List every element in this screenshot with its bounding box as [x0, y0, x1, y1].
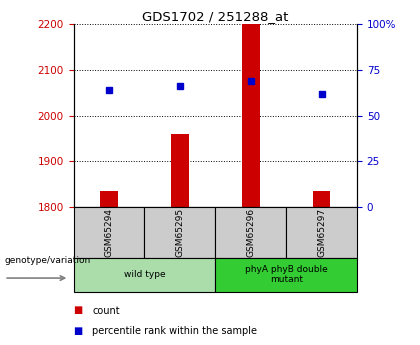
- Bar: [313, 191, 331, 207]
- Text: wild type: wild type: [123, 270, 165, 279]
- Bar: [74, 207, 144, 258]
- Bar: [215, 258, 357, 292]
- Bar: [242, 24, 260, 207]
- Bar: [74, 258, 215, 292]
- Text: count: count: [92, 306, 120, 315]
- Text: GSM65297: GSM65297: [317, 208, 326, 257]
- Text: genotype/variation: genotype/variation: [4, 256, 90, 265]
- Bar: [144, 207, 215, 258]
- Title: GDS1702 / 251288_at: GDS1702 / 251288_at: [142, 10, 289, 23]
- Bar: [215, 207, 286, 258]
- Text: GSM65296: GSM65296: [246, 208, 255, 257]
- Text: percentile rank within the sample: percentile rank within the sample: [92, 326, 257, 336]
- Bar: [171, 134, 189, 207]
- Text: phyA phyB double
mutant: phyA phyB double mutant: [245, 265, 328, 284]
- Text: ■: ■: [74, 306, 83, 315]
- Bar: [286, 207, 357, 258]
- Text: GSM65295: GSM65295: [175, 208, 184, 257]
- Text: ■: ■: [74, 326, 83, 336]
- Text: GSM65294: GSM65294: [105, 208, 113, 257]
- Bar: [100, 191, 118, 207]
